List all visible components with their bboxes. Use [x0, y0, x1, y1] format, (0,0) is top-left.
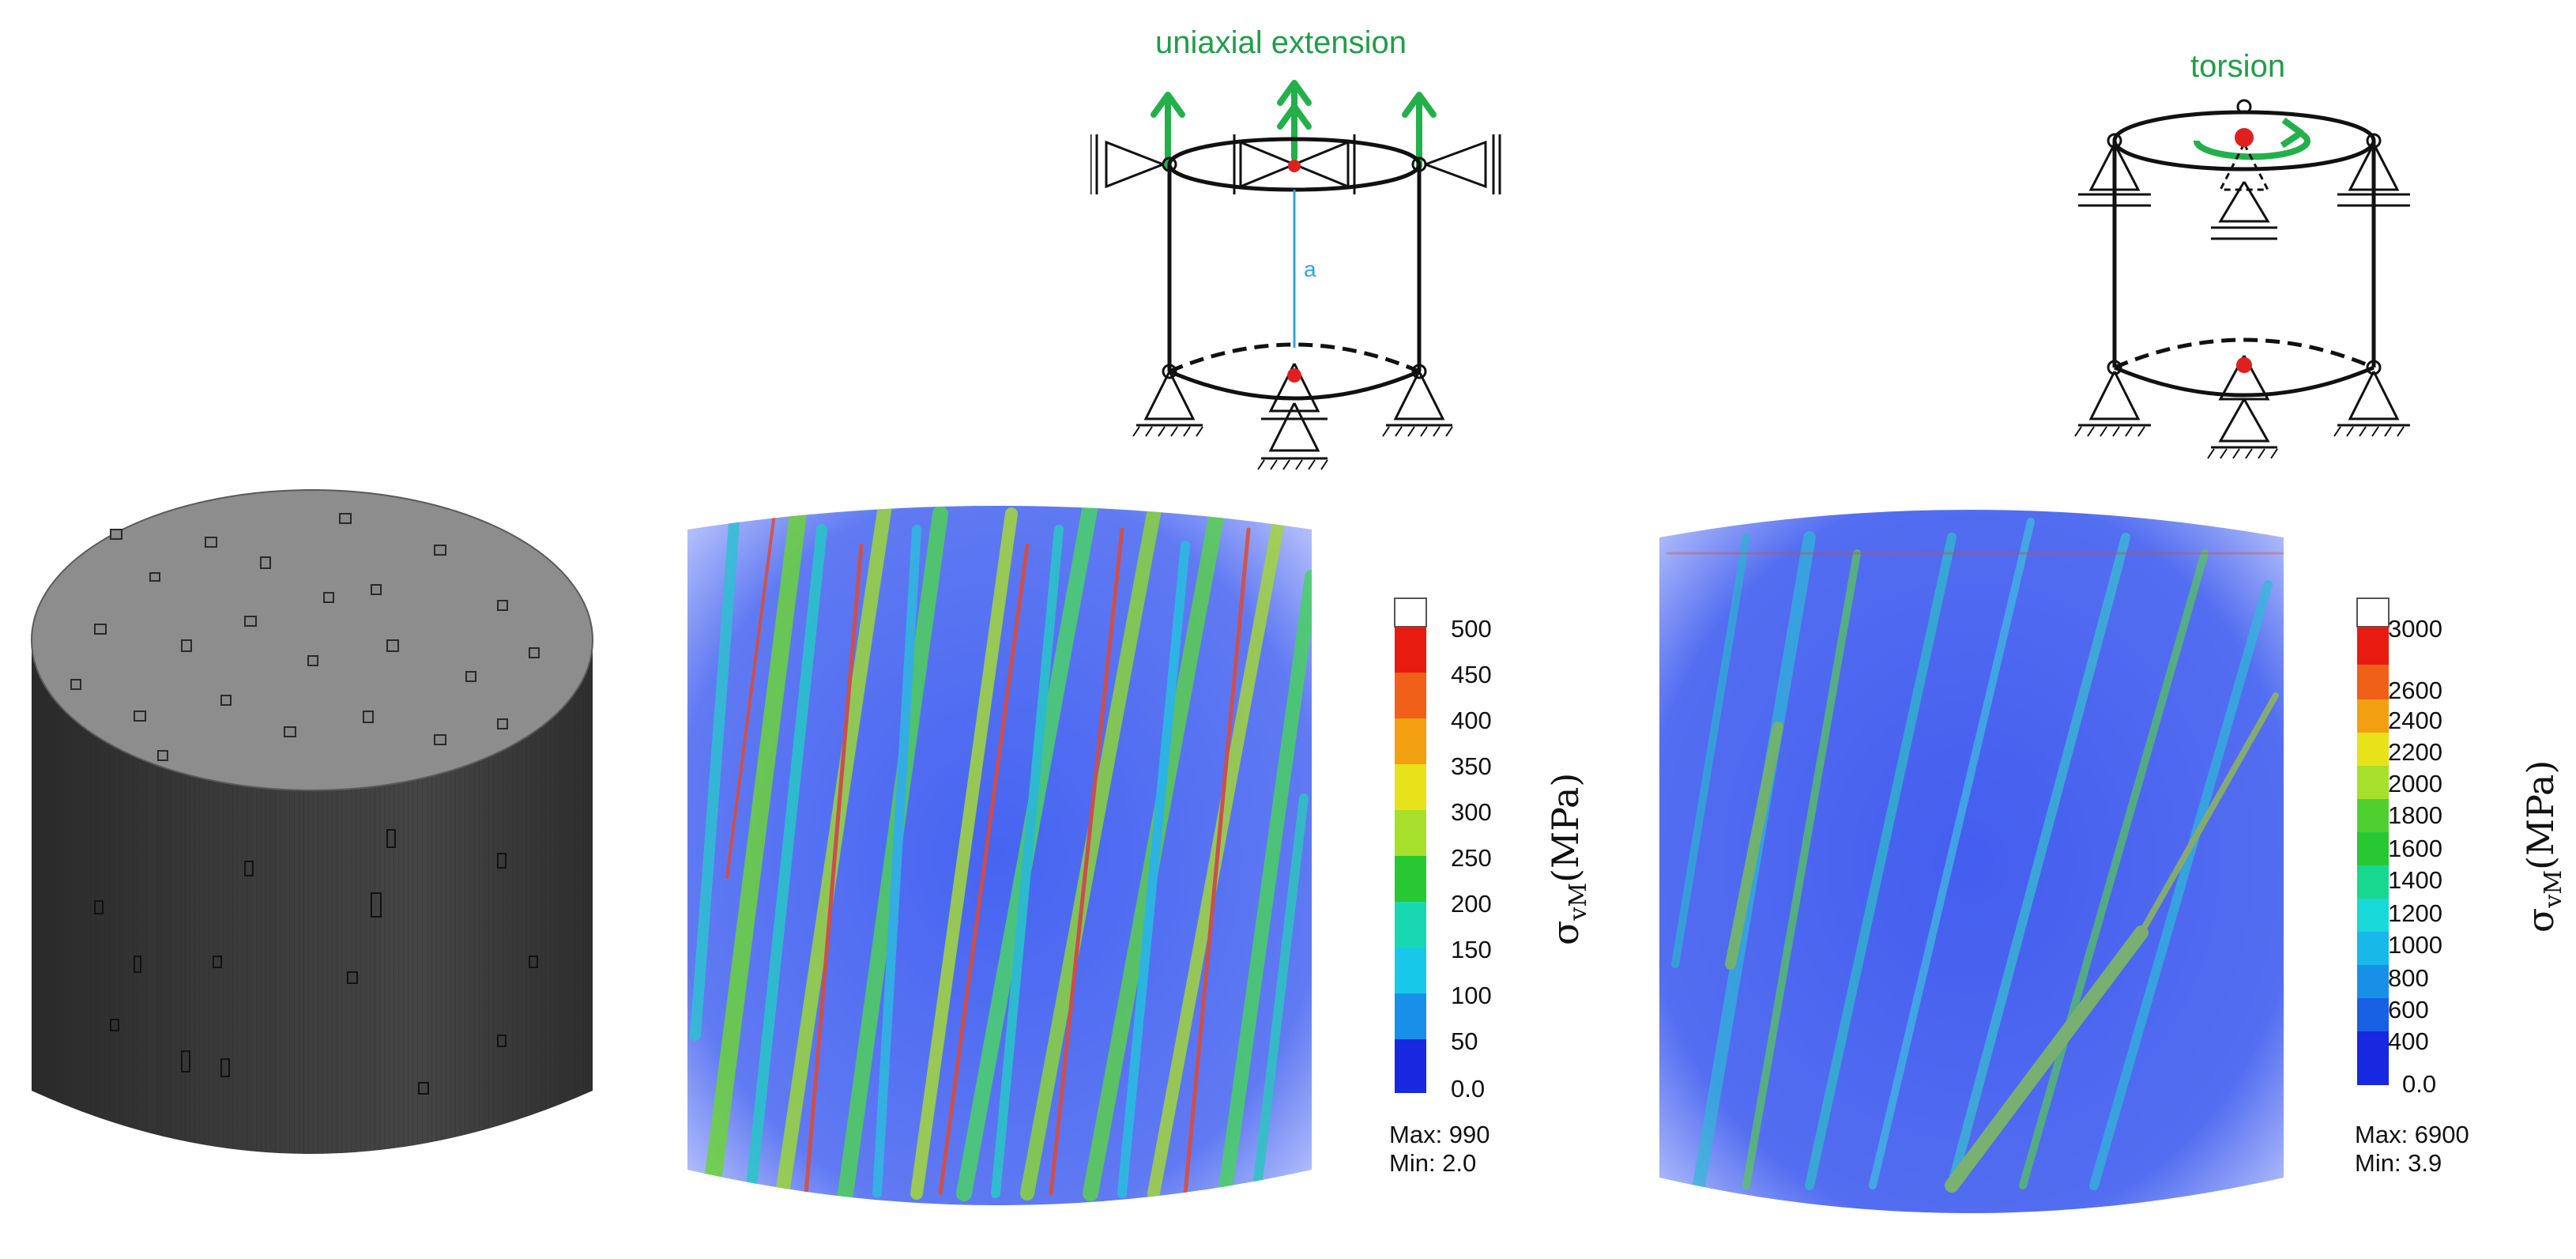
torsion-tick-2400: 2400 [2388, 707, 2442, 734]
extension-tick-150: 150 [1451, 936, 1492, 963]
extension-min-label: Min: 2.0 [1389, 1149, 1477, 1177]
torsion-tick-1200: 1200 [2388, 899, 2442, 927]
torsion-tick-1000: 1000 [2388, 931, 2442, 959]
torsion-colorbar [2356, 597, 2390, 1085]
extension-tick-0: 0.0 [1451, 1075, 1486, 1103]
torsion-tick-2600: 2600 [2388, 677, 2442, 704]
torsion-tick-1600: 1600 [2388, 835, 2442, 862]
extension-axis-a: a [1304, 257, 1316, 281]
torsion-tick-2000: 2000 [2388, 770, 2442, 797]
torsion-min-label: Min: 3.9 [2355, 1149, 2442, 1177]
extension-tick-300: 300 [1451, 798, 1492, 826]
extension-colorbar [1394, 597, 1427, 1093]
torsion-quantity: σ [2519, 907, 2562, 933]
extension-tick-250: 250 [1451, 844, 1492, 872]
extension-tick-450: 450 [1451, 661, 1492, 688]
torsion-tick-800: 800 [2388, 964, 2429, 992]
torsion-tick-3000: 3000 [2388, 615, 2442, 643]
extension-tick-200: 200 [1451, 890, 1492, 918]
extension-quantity-sub: vM [1565, 882, 1593, 921]
torsion-unit: (MPa) [2519, 760, 2562, 870]
extension-quantity: σ [1544, 920, 1587, 945]
torsion-max-label: Max: 6900 [2355, 1121, 2469, 1148]
torsion-tick-0: 0.0 [2402, 1070, 2437, 1098]
torsion-tick-1400: 1400 [2388, 866, 2442, 894]
torsion-title: torsion [2190, 49, 2286, 84]
extension-tick-100: 100 [1451, 982, 1492, 1009]
torsion-schematic [2074, 99, 2410, 459]
extension-stress-render [687, 506, 1312, 1205]
torsion-tick-600: 600 [2388, 996, 2429, 1023]
torsion-tick-1800: 1800 [2388, 801, 2442, 829]
torsion-tick-400: 400 [2388, 1027, 2429, 1055]
torsion-colorbar-label: σvM(MPa) [2519, 760, 2567, 933]
extension-max-label: Max: 990 [1389, 1121, 1490, 1148]
extension-schematic: a [1090, 80, 1501, 470]
extension-tick-400: 400 [1451, 707, 1492, 734]
torsion-stress-render [1659, 510, 2284, 1213]
extension-title: uniaxial extension [1155, 25, 1407, 60]
extension-tick-500: 500 [1451, 615, 1492, 643]
extension-tick-50: 50 [1451, 1027, 1478, 1055]
extension-colorbar-label: σvM(MPa) [1544, 773, 1592, 945]
extension-tick-350: 350 [1451, 752, 1492, 780]
extension-unit: (MPa) [1544, 772, 1587, 883]
gray-voxel-cylinder [31, 489, 593, 1154]
torsion-tick-2200: 2200 [2388, 738, 2442, 766]
torsion-quantity-sub: vM [2540, 869, 2568, 908]
